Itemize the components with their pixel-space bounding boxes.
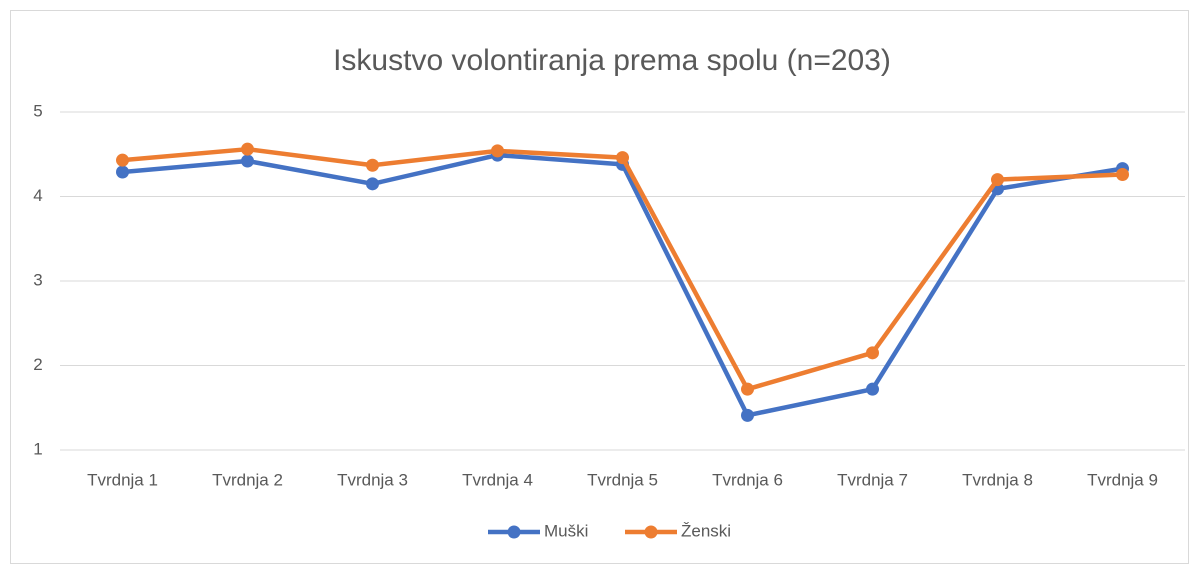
x-tick-label: Tvrdnja 5 bbox=[587, 470, 658, 489]
point bbox=[116, 165, 129, 179]
legend-marker bbox=[507, 525, 521, 539]
x-tick-label: Tvrdnja 7 bbox=[837, 470, 908, 489]
y-tick-label: 3 bbox=[33, 270, 42, 289]
x-tick-label: Tvrdnja 9 bbox=[1087, 470, 1158, 489]
x-tick-label: Tvrdnja 1 bbox=[87, 470, 158, 489]
point bbox=[116, 153, 129, 167]
x-tick-label: Tvrdnja 3 bbox=[337, 470, 408, 489]
point bbox=[241, 154, 254, 168]
y-tick-label: 4 bbox=[33, 186, 42, 205]
chart-title: Iskustvo volontiranja prema spolu (n=203… bbox=[333, 44, 891, 77]
point bbox=[866, 382, 879, 396]
chart-frame bbox=[10, 10, 1189, 564]
y-tick-label: 1 bbox=[33, 439, 42, 458]
x-tick-label: Tvrdnja 2 bbox=[212, 470, 283, 489]
point bbox=[741, 408, 754, 422]
y-tick-label: 5 bbox=[33, 101, 42, 120]
point bbox=[741, 382, 754, 396]
legend-marker bbox=[644, 525, 658, 539]
point bbox=[991, 173, 1004, 187]
y-tick-label: 2 bbox=[33, 355, 42, 374]
legend-label: Ženski bbox=[681, 521, 731, 540]
point bbox=[616, 151, 629, 165]
point bbox=[366, 177, 379, 191]
legend-label: Muški bbox=[544, 521, 588, 540]
point bbox=[241, 142, 254, 156]
x-tick-label: Tvrdnja 8 bbox=[962, 470, 1033, 489]
x-tick-label: Tvrdnja 4 bbox=[462, 470, 533, 489]
point bbox=[866, 346, 879, 360]
point bbox=[366, 158, 379, 172]
x-tick-label: Tvrdnja 6 bbox=[712, 470, 783, 489]
point bbox=[1116, 168, 1129, 182]
point bbox=[491, 144, 504, 158]
